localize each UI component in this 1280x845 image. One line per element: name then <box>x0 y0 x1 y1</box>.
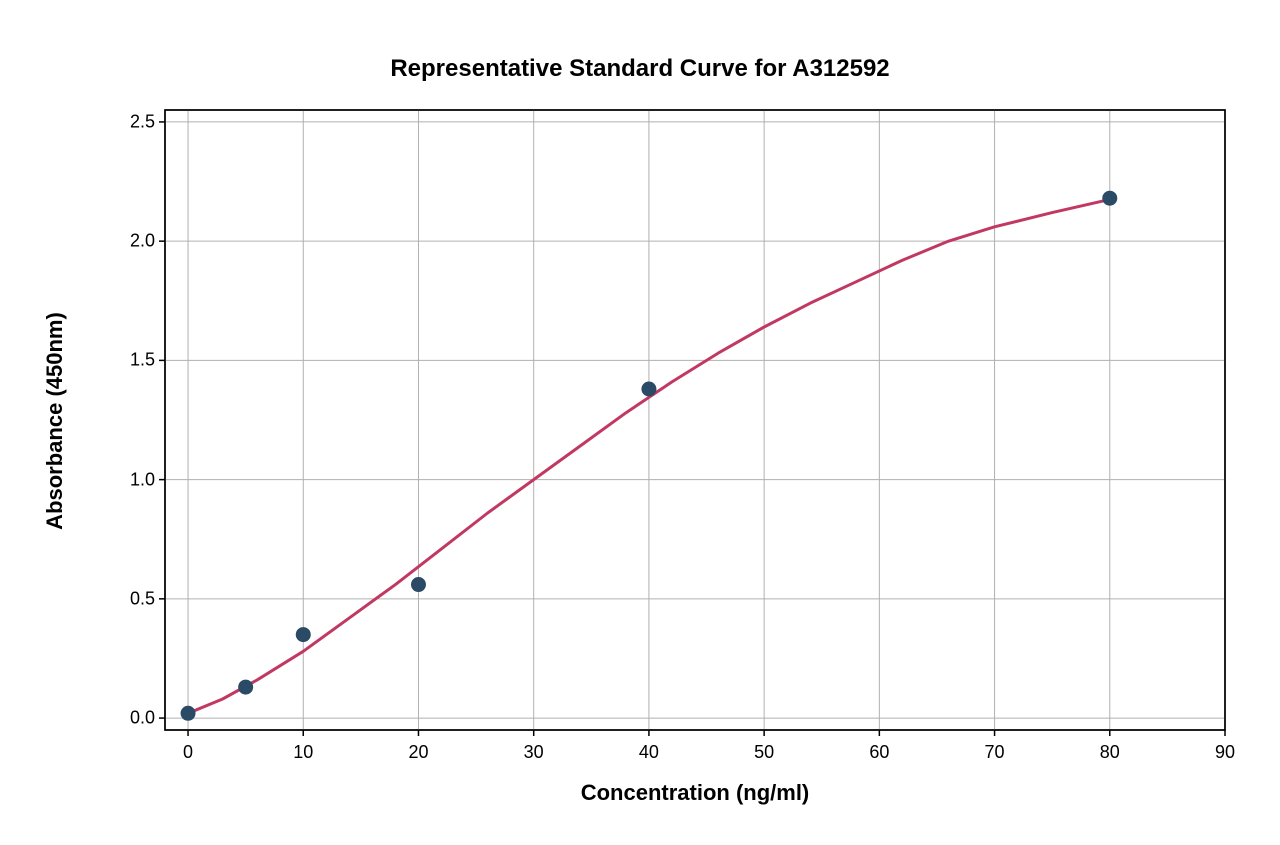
x-tick-label: 50 <box>754 742 774 763</box>
x-axis-label: Concentration (ng/ml) <box>165 780 1225 806</box>
y-tick-label: 1.0 <box>115 469 155 490</box>
chart-svg <box>0 0 1280 845</box>
chart-container: Representative Standard Curve for A31259… <box>0 0 1280 845</box>
x-tick-label: 10 <box>293 742 313 763</box>
x-tick-label: 90 <box>1215 742 1235 763</box>
chart-title: Representative Standard Curve for A31259… <box>0 55 1280 83</box>
y-tick-label: 1.5 <box>115 350 155 371</box>
y-axis-label: Absorbance (450nm) <box>42 111 68 731</box>
x-tick-label: 80 <box>1100 742 1120 763</box>
x-tick-label: 20 <box>408 742 428 763</box>
x-tick-label: 60 <box>869 742 889 763</box>
x-tick-label: 30 <box>524 742 544 763</box>
y-tick-label: 2.0 <box>115 231 155 252</box>
x-tick-label: 40 <box>639 742 659 763</box>
x-tick-label: 70 <box>985 742 1005 763</box>
y-tick-label: 2.5 <box>115 111 155 132</box>
x-tick-label: 0 <box>183 742 193 763</box>
y-tick-label: 0.5 <box>115 588 155 609</box>
y-tick-label: 0.0 <box>115 708 155 729</box>
